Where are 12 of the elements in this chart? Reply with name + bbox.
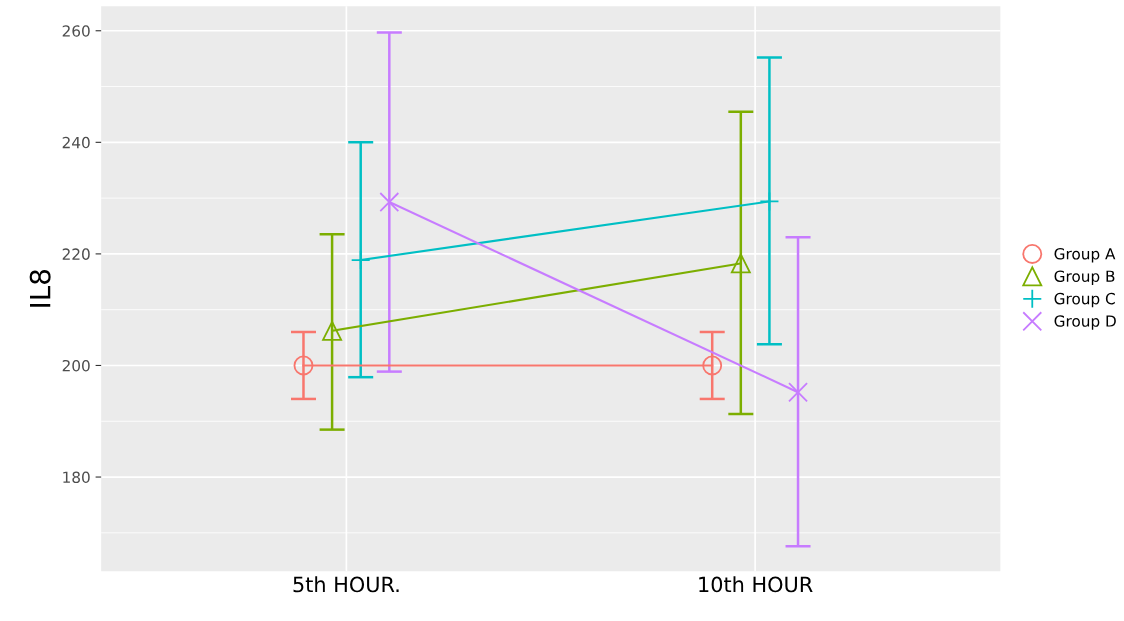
y-tick-label: 200 <box>62 359 90 372</box>
legend-label: Group D <box>1054 315 1116 330</box>
legend-label: Group B <box>1054 270 1115 285</box>
legend-label: Group A <box>1054 248 1116 263</box>
y-tick-label: 220 <box>62 248 90 260</box>
y-tick-label: 260 <box>62 25 90 37</box>
x-tick-label: 10th HOUR <box>699 576 813 593</box>
y-tick-label: 240 <box>62 136 90 149</box>
y-axis-title: IL8 <box>29 270 51 307</box>
legend-label: Group C <box>1054 292 1115 308</box>
y-tick-label: 180 <box>63 471 90 484</box>
x-tick-label: 5th HOUR. <box>293 576 399 593</box>
